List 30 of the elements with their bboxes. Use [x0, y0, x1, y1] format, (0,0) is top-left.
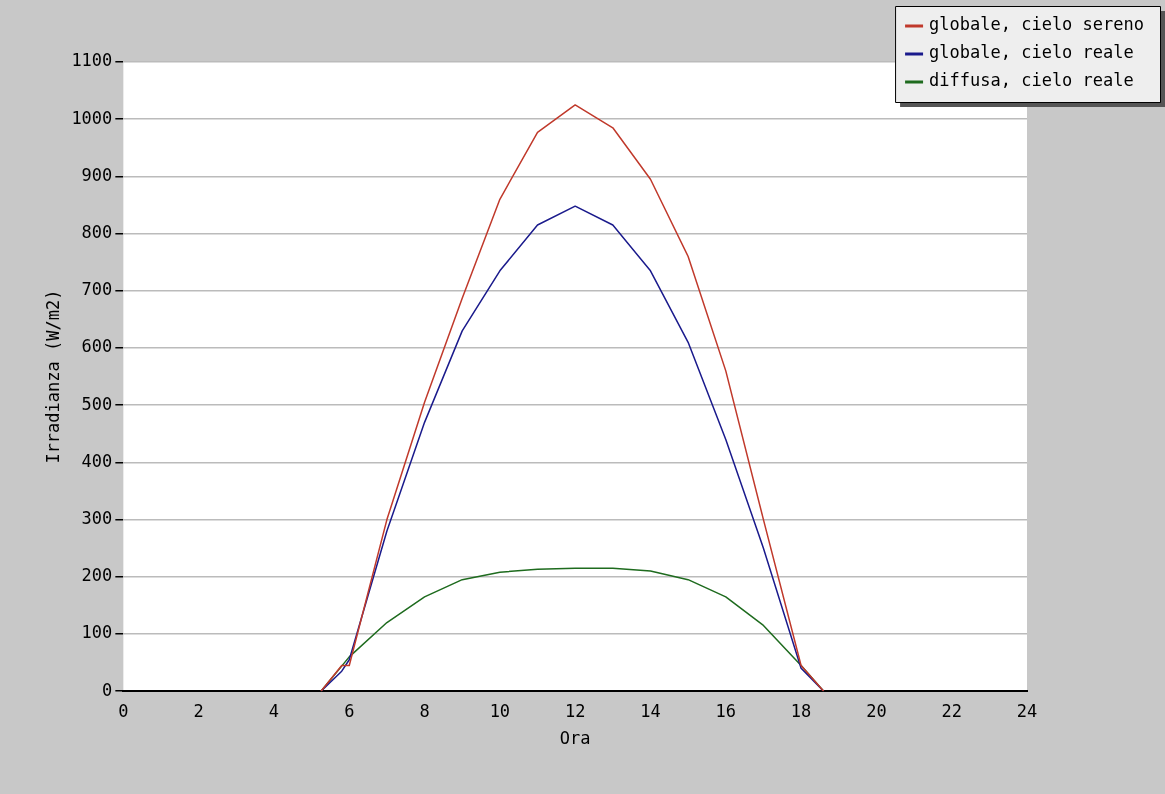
- y-tick-label: 1100: [71, 50, 113, 71]
- x-tick-label: 6: [344, 700, 355, 721]
- y-tick-label: 300: [81, 508, 113, 529]
- x-tick-label: 12: [564, 700, 586, 721]
- x-tick-label: 4: [268, 700, 280, 721]
- y-tick-label: 800: [81, 222, 113, 243]
- x-tick-label: 8: [419, 700, 430, 721]
- y-tick-label: 400: [81, 450, 113, 471]
- legend-label: globale, cielo sereno: [929, 14, 1145, 35]
- x-tick-label: 14: [640, 700, 661, 721]
- x-tick-label: 18: [790, 700, 812, 721]
- x-tick-label: 2: [193, 700, 204, 721]
- x-tick-label: 16: [715, 700, 737, 721]
- y-tick-label: 900: [81, 164, 113, 185]
- x-tick-label: 20: [866, 700, 887, 721]
- x-tick-label: 0: [118, 700, 129, 721]
- y-tick-label: 600: [81, 336, 113, 357]
- y-tick-label: 0: [102, 679, 113, 700]
- x-tick-label: 24: [1016, 700, 1038, 721]
- x-tick-label: 10: [489, 700, 511, 721]
- y-tick-label: 700: [81, 279, 113, 300]
- x-tick-label: 22: [941, 700, 962, 721]
- legend-label: globale, cielo reale: [929, 42, 1134, 63]
- legend-label: diffusa, cielo reale: [929, 70, 1134, 91]
- y-tick-label: 500: [81, 393, 113, 414]
- y-tick-label: 1000: [71, 107, 113, 128]
- y-tick-label: 100: [81, 622, 113, 643]
- y-axis-title: Irradianza (W/m2): [42, 289, 63, 464]
- x-axis-title: Ora: [559, 728, 591, 749]
- y-tick-label: 200: [81, 565, 113, 586]
